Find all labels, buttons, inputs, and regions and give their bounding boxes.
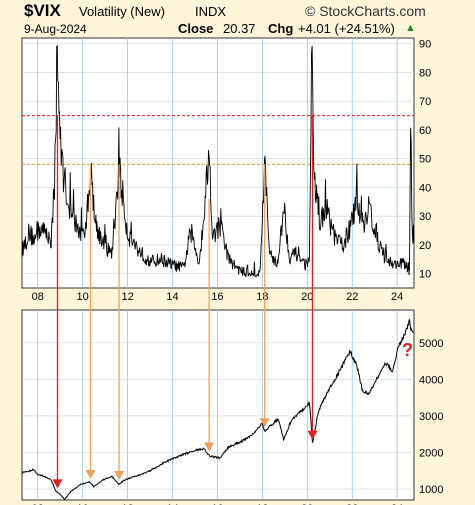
chart-date: 9-Aug-2024 bbox=[24, 22, 87, 36]
connector-arrow-head bbox=[52, 479, 63, 489]
chart-header: $VIX Volatility (New) INDX © StockCharts… bbox=[0, 0, 475, 40]
vix-x-tick-label: 14 bbox=[166, 291, 178, 303]
sp500-x-tick-label: 20 bbox=[301, 503, 313, 505]
chg-label: Chg bbox=[268, 21, 294, 36]
sp500-y-tick-label: 1000 bbox=[419, 484, 443, 496]
sp500-x-tick-label: 14 bbox=[166, 503, 178, 505]
up-arrow-icon: ▲ bbox=[405, 22, 416, 34]
sp500-y-tick-label: 3000 bbox=[419, 411, 443, 423]
sp500-line bbox=[22, 319, 415, 500]
sp500-x-ticks: 08 10 12 14 16 18 20 22 24 bbox=[32, 503, 404, 505]
vix-y-ticks: 10 20 30 40 50 60 70 80 90 bbox=[419, 39, 431, 281]
sp500-y-tick-label: 4000 bbox=[419, 374, 443, 386]
vix-y-tick-label: 30 bbox=[419, 211, 431, 223]
exchange-label: INDX bbox=[195, 4, 227, 19]
sp500-x-tick-label: 10 bbox=[77, 503, 89, 505]
vix-x-tick-label: 18 bbox=[256, 291, 268, 303]
vix-grid bbox=[22, 38, 414, 288]
vix-y-tick-label: 60 bbox=[419, 125, 431, 137]
connector-arrow-head bbox=[204, 442, 215, 452]
vix-x-tick-label: 10 bbox=[77, 291, 89, 303]
connector-arrow-head bbox=[259, 418, 270, 428]
question-mark-annotation: ? bbox=[402, 340, 413, 360]
vix-x-tick-label: 20 bbox=[301, 291, 313, 303]
vix-y-tick-label: 40 bbox=[419, 182, 431, 194]
vix-plot-area bbox=[21, 37, 415, 289]
vix-y-tick-label: 20 bbox=[419, 240, 431, 252]
vix-x-tick-label: 16 bbox=[211, 291, 223, 303]
ticker-name: Volatility (New) bbox=[79, 4, 165, 19]
vix-reference-lines bbox=[22, 115, 414, 165]
stockcharts-brand[interactable]: © StockCharts.com bbox=[305, 3, 426, 19]
vix-x-tick-label: 24 bbox=[391, 291, 403, 303]
chg-value: +4.01 (+24.51%) bbox=[298, 21, 395, 36]
close-value: 20.37 bbox=[223, 21, 256, 36]
vix-x-tick-label: 12 bbox=[121, 291, 133, 303]
vix-x-tick-label: 22 bbox=[346, 291, 358, 303]
sp500-y-ticks: 1000 2000 3000 4000 5000 bbox=[419, 338, 443, 496]
sp500-grid bbox=[22, 310, 414, 500]
vix-y-tick-label: 10 bbox=[419, 269, 431, 281]
sp500-y-tick-label: 5000 bbox=[419, 338, 443, 350]
vix-x-ticks: 08 10 12 14 16 18 20 22 24 bbox=[32, 291, 404, 303]
connector-arrow-head bbox=[85, 470, 96, 480]
sp500-x-tick-label: 24 bbox=[391, 503, 403, 505]
vix-y-tick-label: 50 bbox=[419, 154, 431, 166]
sp500-y-tick-label: 2000 bbox=[419, 448, 443, 460]
sp500-x-tick-label: 18 bbox=[256, 503, 268, 505]
vix-y-tick-label: 80 bbox=[419, 67, 431, 79]
vix-x-tick-label: 08 bbox=[32, 291, 44, 303]
sp500-x-tick-label: 08 bbox=[32, 503, 44, 505]
sp500-x-tick-label: 12 bbox=[121, 503, 133, 505]
sp500-x-tick-label: 22 bbox=[346, 503, 358, 505]
vix-y-tick-label: 90 bbox=[419, 39, 431, 51]
connector-arrows bbox=[52, 115, 318, 489]
close-label: Close bbox=[178, 21, 214, 36]
connector-arrow-head bbox=[114, 470, 125, 480]
sp500-panel: 1000 2000 3000 4000 5000 08 10 12 14 16 18 20 22 24 bbox=[21, 309, 443, 505]
ticker-symbol: $VIX bbox=[24, 1, 61, 20]
vix-line bbox=[21, 44, 415, 278]
sp500-plot-area bbox=[21, 309, 415, 501]
connector-arrow-head bbox=[307, 430, 318, 440]
sp500-x-tick-label: 16 bbox=[211, 503, 223, 505]
vix-y-tick-label: 70 bbox=[419, 96, 431, 108]
vix-panel: 10 20 30 40 50 60 70 80 90 08 10 12 14 16 18 20 22 24 bbox=[21, 37, 431, 303]
